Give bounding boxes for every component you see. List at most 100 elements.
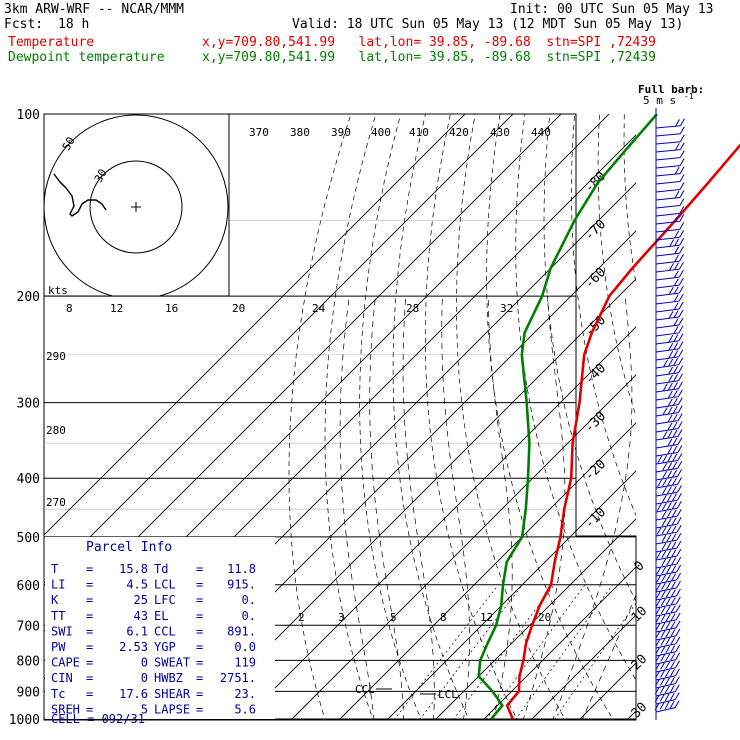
barb-flag xyxy=(670,613,676,621)
barb-flag xyxy=(655,623,661,631)
barb-flag xyxy=(668,366,674,375)
pressure-label: 700 xyxy=(17,619,40,634)
wind-barb xyxy=(655,277,684,289)
barb-flag xyxy=(672,405,678,414)
parcel-key-left: CAPE xyxy=(51,656,80,670)
barb-shaft xyxy=(655,204,680,209)
barb-flag xyxy=(672,461,678,470)
barb-flag xyxy=(679,246,684,254)
pressure-label: 900 xyxy=(17,685,40,700)
barb-flag xyxy=(671,541,677,549)
isotherm-label: 10 xyxy=(629,604,651,626)
barb-flag xyxy=(670,605,676,613)
isotherm-label: -30 xyxy=(582,409,609,436)
barb-flag xyxy=(666,566,672,574)
parcel-value-left: 15.8 xyxy=(119,562,148,576)
dry-adiabat-line xyxy=(288,114,352,720)
barb-flag xyxy=(679,206,685,214)
barb-flag xyxy=(679,118,685,127)
isotherm-labels: -80-70-60-50-40-30-20-10010203040 xyxy=(582,169,651,722)
barb-shaft xyxy=(655,356,679,361)
wind-barb xyxy=(655,644,681,657)
wind-barb xyxy=(654,692,680,705)
parcel-value-right: 0.0 xyxy=(234,640,256,654)
isotherm-label: 30 xyxy=(629,700,651,722)
barb-flag xyxy=(672,390,678,398)
dry-adiabat-line xyxy=(699,114,740,732)
barb-flag xyxy=(655,646,661,655)
barb-flag xyxy=(674,166,680,175)
wind-barb xyxy=(655,285,684,297)
barb-flag xyxy=(662,407,668,415)
parcel-key-left: LI xyxy=(51,578,65,592)
barb-flag xyxy=(676,493,682,501)
pressure-label: 600 xyxy=(17,579,40,594)
barb-flag xyxy=(662,470,668,479)
wind-barb xyxy=(655,301,684,313)
forecast-label: Fcst: xyxy=(4,17,44,32)
hodo-axis-label: 24 xyxy=(312,302,326,315)
parcel-key-right: EL xyxy=(154,609,168,623)
moist-adiabat-line xyxy=(552,296,633,720)
theta-label: 400 xyxy=(371,126,391,139)
parcel-info-row: K = 25 LFC = 0. xyxy=(51,593,256,607)
wind-barb xyxy=(655,437,683,449)
parcel-info-row: SREH = 5 LAPSE = 5.6 xyxy=(51,702,256,716)
barb-flag xyxy=(673,374,678,382)
mixing-ratio-line xyxy=(419,584,523,720)
barb-shaft xyxy=(655,364,679,369)
isotherm-label: 20 xyxy=(629,652,651,674)
parcel-value-right: 0. xyxy=(242,593,256,607)
parcel-eq-right: = xyxy=(196,671,203,685)
barb-shaft xyxy=(655,587,677,593)
barb-flag xyxy=(665,653,671,662)
barb-flag xyxy=(679,238,685,246)
barb-flag xyxy=(667,430,673,438)
barb-flag xyxy=(679,198,685,206)
moist-adiabat-line xyxy=(522,296,566,720)
parcel-info-row: TT = 43 EL = 0. xyxy=(51,609,256,623)
wind-barb xyxy=(655,126,685,137)
hodo-axis-label: 20 xyxy=(232,302,245,315)
wind-barb xyxy=(655,158,685,169)
barb-shaft xyxy=(655,412,679,417)
parcel-eq-right: = xyxy=(196,562,203,576)
barb-flag xyxy=(678,301,684,310)
barb-flag xyxy=(679,142,685,150)
barb-flag xyxy=(667,390,673,399)
barb-shaft xyxy=(655,212,680,217)
hodograph-trace xyxy=(53,173,107,217)
parcel-key-right: HWBZ xyxy=(154,671,183,685)
barb-flag xyxy=(655,630,661,639)
wind-barb xyxy=(655,405,683,417)
barb-flag xyxy=(673,286,679,294)
hodo-axis-label: 32 xyxy=(500,302,513,315)
parcel-key-right: Td xyxy=(154,562,168,576)
barb-flag xyxy=(655,670,660,679)
barb-shaft xyxy=(655,571,677,577)
barb-flag xyxy=(656,551,662,559)
legend-temperature: Temperature xyxy=(8,35,95,50)
barb-flag xyxy=(655,607,661,615)
barb-flag xyxy=(678,357,684,366)
mixing-ratio-label: 8 xyxy=(440,611,447,624)
barb-flag xyxy=(672,469,678,478)
barb-flag xyxy=(654,694,660,703)
barb-flag xyxy=(675,636,681,645)
barb-flag xyxy=(655,615,661,623)
parcel-key-left: PW xyxy=(51,640,66,654)
wind-barb xyxy=(655,604,681,617)
wind-barb xyxy=(655,269,684,281)
barb-flag xyxy=(662,462,668,471)
barb-flag xyxy=(670,637,676,645)
legend-dewpoint: Dewpoint temperature xyxy=(8,50,165,65)
barb-flag xyxy=(672,413,678,422)
barb-flag xyxy=(660,606,666,614)
barb-flag xyxy=(660,622,666,630)
wind-barb xyxy=(655,588,681,601)
parcel-info-row: SWI = 6.1 CCL = 891. xyxy=(51,624,256,638)
isotherm-line xyxy=(339,422,636,720)
pressure-label: 200 xyxy=(17,290,40,305)
barb-flag xyxy=(665,597,671,606)
hodograph-ring-label-50: 50 xyxy=(60,135,78,153)
